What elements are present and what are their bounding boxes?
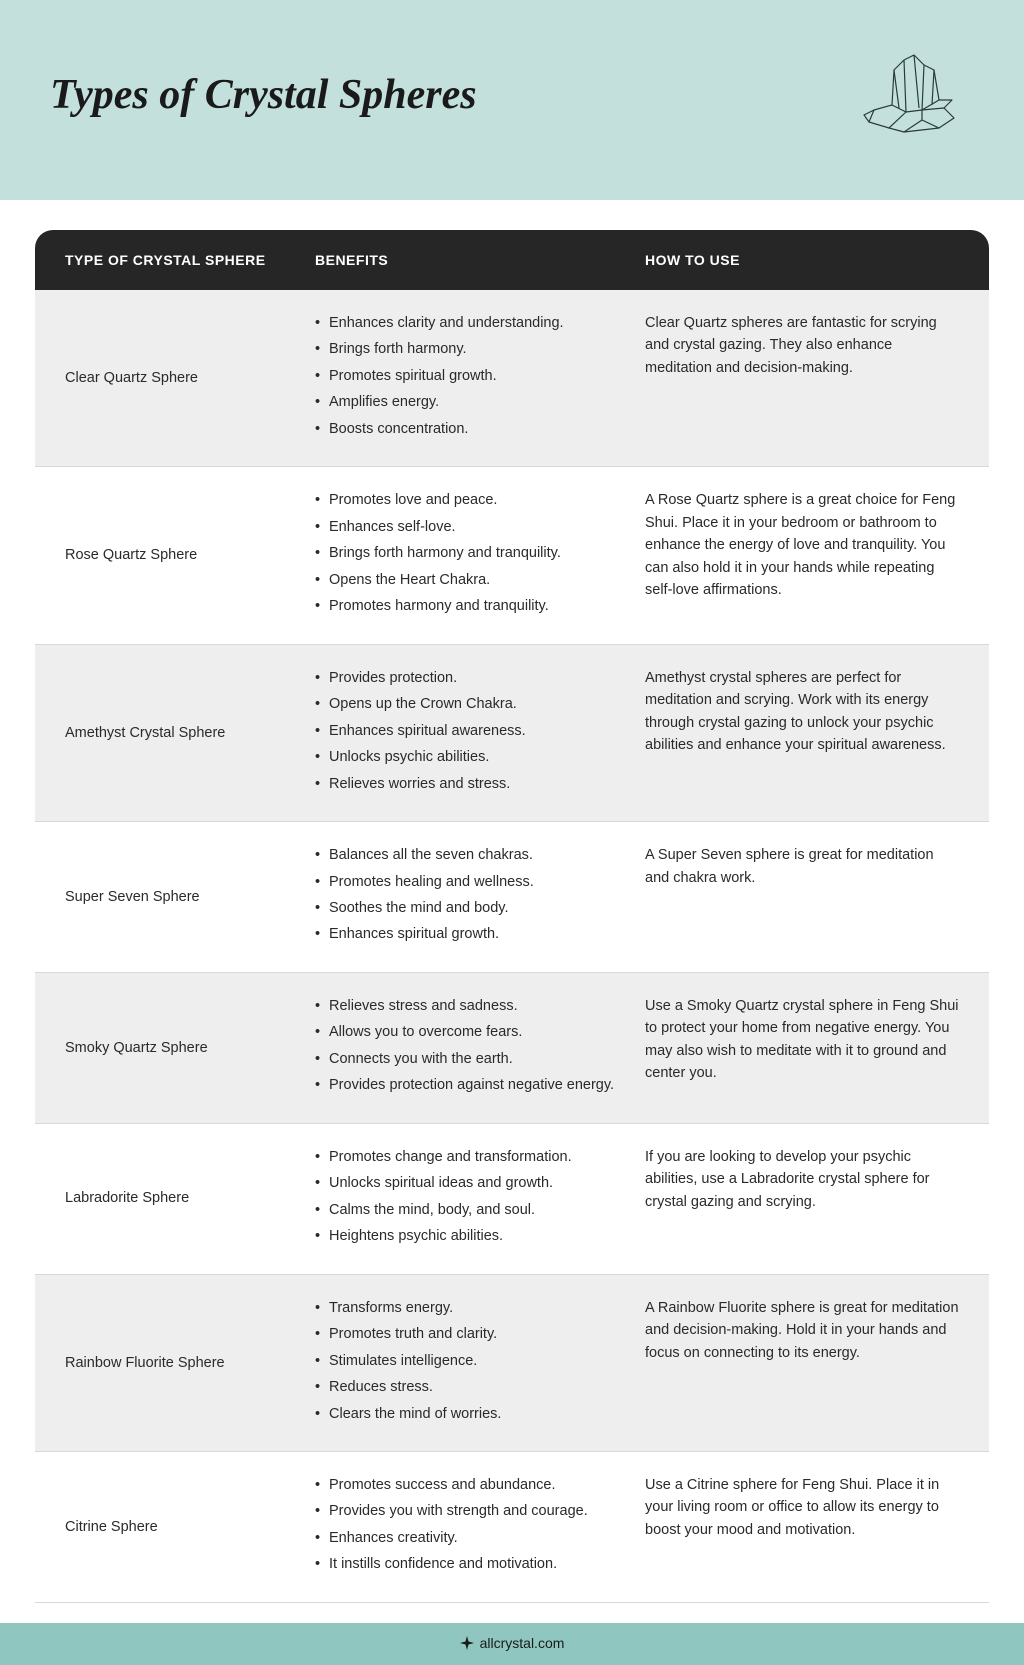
benefit-item: Promotes spiritual growth. — [315, 365, 625, 387]
benefit-item: Opens up the Crown Chakra. — [315, 693, 625, 715]
sparkle-icon — [460, 1636, 474, 1653]
page-title: Types of Crystal Spheres — [50, 71, 477, 119]
benefit-item: Enhances clarity and understanding. — [315, 312, 625, 334]
howto-cell: Use a Smoky Quartz crystal sphere in Fen… — [625, 995, 959, 1101]
benefit-item: Balances all the seven chakras. — [315, 844, 625, 866]
benefit-item: Soothes the mind and body. — [315, 897, 625, 919]
benefit-item: Boosts concentration. — [315, 418, 625, 440]
benefit-item: Connects you with the earth. — [315, 1048, 625, 1070]
table-row: Amethyst Crystal SphereProvides protecti… — [35, 645, 989, 822]
crystal-type-cell: Rainbow Fluorite Sphere — [65, 1297, 315, 1429]
benefit-item: Promotes harmony and tranquility. — [315, 595, 625, 617]
benefits-cell: Promotes change and transformation. Unloc… — [315, 1146, 625, 1252]
crystal-type-cell: Super Seven Sphere — [65, 844, 315, 950]
column-header-howto: HOW TO USE — [625, 252, 959, 268]
benefit-item: Enhances self-love. — [315, 516, 625, 538]
benefit-item: Promotes change and transformation. — [315, 1146, 625, 1168]
benefit-item: Promotes success and abundance. — [315, 1474, 625, 1496]
benefit-item: Heightens psychic abilities. — [315, 1225, 625, 1247]
howto-cell: If you are looking to develop your psych… — [625, 1146, 959, 1252]
benefits-cell: Balances all the seven chakras. Promotes … — [315, 844, 625, 950]
howto-cell: A Rainbow Fluorite sphere is great for m… — [625, 1297, 959, 1429]
benefit-item: Stimulates intelligence. — [315, 1350, 625, 1372]
page-footer: allcrystal.com — [0, 1623, 1024, 1665]
benefit-item: Brings forth harmony and tranquility. — [315, 542, 625, 564]
benefit-item: Provides protection against negative ene… — [315, 1074, 625, 1096]
footer-site: allcrystal.com — [480, 1635, 565, 1651]
column-header-type: TYPE OF CRYSTAL SPHERE — [65, 252, 315, 268]
benefit-item: Amplifies energy. — [315, 391, 625, 413]
crystal-type-cell: Citrine Sphere — [65, 1474, 315, 1580]
benefit-item: Promotes truth and clarity. — [315, 1323, 625, 1345]
table-row: Labradorite SpherePromotes change and tr… — [35, 1124, 989, 1275]
benefit-item: Unlocks spiritual ideas and growth. — [315, 1172, 625, 1194]
benefits-cell: Transforms energy. Promotes truth and cla… — [315, 1297, 625, 1429]
column-header-benefits: BENEFITS — [315, 252, 625, 268]
benefit-item: Provides protection. — [315, 667, 625, 689]
benefit-item: Promotes healing and wellness. — [315, 871, 625, 893]
benefits-cell: Promotes success and abundance. Provides … — [315, 1474, 625, 1580]
howto-cell: A Super Seven sphere is great for medita… — [625, 844, 959, 950]
benefit-item: Transforms energy. — [315, 1297, 625, 1319]
benefits-cell: Relieves stress and sadness. Allows you t… — [315, 995, 625, 1101]
table-header-row: TYPE OF CRYSTAL SPHERE BENEFITS HOW TO U… — [35, 230, 989, 290]
benefit-item: Relieves stress and sadness. — [315, 995, 625, 1017]
crystal-cluster-icon — [844, 50, 974, 140]
benefit-item: Brings forth harmony. — [315, 338, 625, 360]
benefit-item: Enhances spiritual growth. — [315, 923, 625, 945]
benefit-item: Clears the mind of worries. — [315, 1403, 625, 1425]
benefit-item: Promotes love and peace. — [315, 489, 625, 511]
table-row: Citrine SpherePromotes success and abund… — [35, 1452, 989, 1603]
benefit-item: Relieves worries and stress. — [315, 773, 625, 795]
howto-cell: A Rose Quartz sphere is a great choice f… — [625, 489, 959, 621]
howto-cell: Amethyst crystal spheres are perfect for… — [625, 667, 959, 799]
table-row: Clear Quartz SphereEnhances clarity and … — [35, 290, 989, 467]
table-row: Rose Quartz SpherePromotes love and peac… — [35, 467, 989, 644]
howto-cell: Use a Citrine sphere for Feng Shui. Plac… — [625, 1474, 959, 1580]
crystal-type-cell: Clear Quartz Sphere — [65, 312, 315, 444]
benefit-item: Enhances creativity. — [315, 1527, 625, 1549]
benefit-item: Calms the mind, body, and soul. — [315, 1199, 625, 1221]
crystal-table: TYPE OF CRYSTAL SPHERE BENEFITS HOW TO U… — [0, 200, 1024, 1623]
benefits-cell: Enhances clarity and understanding. Bring… — [315, 312, 625, 444]
table-row: Smoky Quartz SphereRelieves stress and s… — [35, 973, 989, 1124]
benefit-item: It instills confidence and motivation. — [315, 1553, 625, 1575]
benefit-item: Provides you with strength and courage. — [315, 1500, 625, 1522]
crystal-type-cell: Amethyst Crystal Sphere — [65, 667, 315, 799]
crystal-type-cell: Smoky Quartz Sphere — [65, 995, 315, 1101]
crystal-type-cell: Labradorite Sphere — [65, 1146, 315, 1252]
table-row: Super Seven SphereBalances all the seven… — [35, 822, 989, 973]
benefit-item: Opens the Heart Chakra. — [315, 569, 625, 591]
benefits-cell: Promotes love and peace. Enhances self-lo… — [315, 489, 625, 621]
benefit-item: Unlocks psychic abilities. — [315, 746, 625, 768]
benefits-cell: Provides protection. Opens up the Crown C… — [315, 667, 625, 799]
crystal-type-cell: Rose Quartz Sphere — [65, 489, 315, 621]
benefit-item: Allows you to overcome fears. — [315, 1021, 625, 1043]
benefit-item: Reduces stress. — [315, 1376, 625, 1398]
howto-cell: Clear Quartz spheres are fantastic for s… — [625, 312, 959, 444]
page-header: Types of Crystal Spheres — [0, 0, 1024, 200]
table-row: Rainbow Fluorite SphereTransforms energy… — [35, 1275, 989, 1452]
benefit-item: Enhances spiritual awareness. — [315, 720, 625, 742]
